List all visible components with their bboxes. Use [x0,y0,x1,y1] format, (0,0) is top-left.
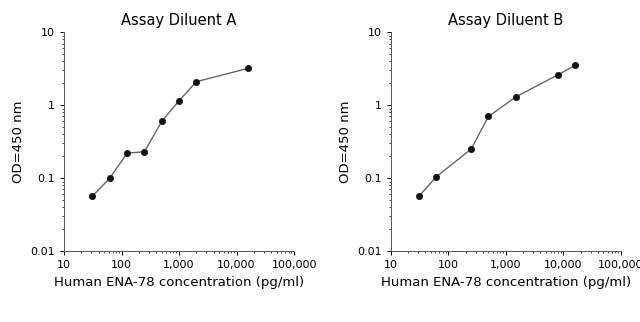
X-axis label: Human ENA-78 concentration (pg/ml): Human ENA-78 concentration (pg/ml) [54,276,304,289]
Y-axis label: OD=450 nm: OD=450 nm [12,100,25,183]
X-axis label: Human ENA-78 concentration (pg/ml): Human ENA-78 concentration (pg/ml) [381,276,631,289]
Y-axis label: OD=450 nm: OD=450 nm [339,100,351,183]
Title: Assay Diluent A: Assay Diluent A [122,13,237,28]
Title: Assay Diluent B: Assay Diluent B [448,13,563,28]
